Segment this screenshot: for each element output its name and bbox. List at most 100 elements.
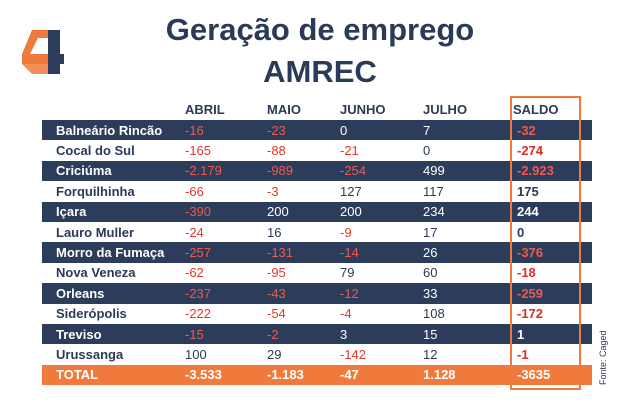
table-cell: -15	[185, 326, 204, 342]
saldo-highlight-box	[510, 96, 581, 390]
table-cell: 175	[517, 183, 539, 199]
table-row: Forquilhinha -66 -3 127 117 175	[42, 181, 592, 202]
table-cell: -3	[267, 183, 279, 199]
source-note: Fonte: Caged	[598, 330, 608, 385]
table-cell: 499	[423, 163, 445, 179]
table-row: Orleans -237 -43 -12 33 -259	[42, 283, 592, 304]
table-cell: -12	[340, 285, 359, 301]
table-cell: 79	[340, 265, 355, 281]
header-cell: JUNHO	[340, 101, 386, 117]
table-cell: -32	[517, 122, 536, 138]
page-title: Geração de emprego	[165, 12, 475, 47]
table-cell: -989	[267, 163, 294, 179]
table-cell: 7	[423, 122, 431, 138]
table-row: Siderópolis -222 -54 -4 108 -172	[42, 303, 592, 324]
table-cell: -2	[267, 326, 279, 342]
table-cell: -43	[267, 285, 286, 301]
table-cell: 60	[423, 265, 438, 281]
municipality-name: Siderópolis	[56, 306, 127, 322]
table-cell: -142	[340, 346, 367, 362]
table-cell: 200	[340, 204, 362, 220]
table-row: Criciúma -2.179 -989 -254 499 -2.923	[42, 160, 592, 182]
table-row: Lauro Muller -24 16 -9 17 0	[42, 221, 592, 243]
table-cell: -2.923	[517, 163, 554, 179]
municipality-name: Cocal do Sul	[56, 143, 135, 159]
header-cell: MAIO	[267, 101, 301, 117]
table-cell: -47	[340, 367, 359, 383]
table-cell: -16	[185, 122, 204, 138]
table-cell: 29	[267, 346, 282, 362]
table-row: Morro da Fumaça -257 -131 -14 26 -376	[42, 242, 592, 263]
table-cell: -62	[185, 265, 204, 281]
table-cell: 26	[423, 245, 438, 261]
table-cell: -9	[340, 224, 352, 240]
header-cell: SALDO	[513, 101, 559, 117]
municipality-name: Criciúma	[56, 163, 112, 179]
table-cell: -21	[340, 143, 359, 159]
table-cell: 12	[423, 346, 438, 362]
municipality-name: Urussanga	[56, 346, 124, 362]
table-row: Balneário Rincão -16 -23 0 7 -32	[42, 120, 592, 141]
table-cell: -24	[185, 224, 204, 240]
table-cell: 234	[423, 204, 445, 220]
table-cell: 17	[423, 224, 438, 240]
table-cell: -3635	[517, 367, 551, 383]
table-cell: -257	[185, 245, 212, 261]
table-cell: -222	[185, 306, 212, 322]
municipality-name: Forquilhinha	[56, 183, 135, 199]
table-cell: -131	[267, 245, 294, 261]
table-row: Nova Veneza -62 -95 79 60 -18	[42, 262, 592, 284]
total-label: TOTAL	[56, 367, 99, 383]
table-cell: 3	[340, 326, 348, 342]
table-cell: 0	[340, 122, 348, 138]
table-cell: -18	[517, 265, 536, 281]
table-cell: -259	[517, 285, 544, 301]
table-cell: 15	[423, 326, 438, 342]
table-cell: -165	[185, 143, 212, 159]
table-header: ABRIL MAIO JUNHO JULHO SALDO	[42, 98, 592, 120]
table-row: Treviso -15 -2 3 15 1	[42, 323, 592, 345]
table-cell: -1.183	[267, 367, 304, 383]
table-cell: -1	[517, 346, 529, 362]
table-cell: 33	[423, 285, 438, 301]
table-row: Içara -390 200 200 234 244	[42, 201, 592, 222]
page-subtitle: AMREC	[263, 54, 377, 89]
table-row: Cocal do Sul -165 -88 -21 0 -274	[42, 140, 592, 161]
municipality-name: Içara	[56, 204, 87, 220]
table-cell: 16	[267, 224, 282, 240]
header-cell: JULHO	[423, 101, 468, 117]
municipality-name: Balneário Rincão	[56, 122, 163, 138]
table-cell: 117	[423, 183, 444, 199]
table-cell: 0	[517, 224, 525, 240]
table-cell: 108	[423, 306, 445, 322]
municipality-name: Lauro Muller	[56, 224, 135, 240]
table-cell: 200	[267, 204, 289, 220]
table-cell: 1.128	[423, 367, 456, 383]
table-cell: -3.533	[185, 367, 222, 383]
municipality-name: Treviso	[56, 326, 102, 342]
table-cell: -66	[185, 183, 204, 199]
table-cell: -172	[517, 306, 544, 322]
table-cell: 244	[517, 204, 539, 220]
table-cell: -14	[340, 245, 359, 261]
table-cell: -95	[267, 265, 286, 281]
table-cell: -88	[267, 143, 286, 159]
table-cell: -390	[185, 204, 212, 220]
table-cell: 1	[517, 326, 525, 342]
municipality-name: Orleans	[56, 285, 105, 301]
table-body: Balneário Rincão -16 -23 0 7 -32 Cocal do Sul -…	[42, 120, 592, 365]
table-cell: 127	[340, 183, 362, 199]
municipality-name: Morro da Fumaça	[56, 245, 165, 261]
table-cell: 0	[423, 143, 431, 159]
table-cell: -254	[340, 163, 367, 179]
table-cell: -237	[185, 285, 212, 301]
table-total-row: TOTAL -3.533 -1.183 -47 1.128 -3635	[42, 364, 592, 386]
employment-table: ABRIL MAIO JUNHO JULHO SALDO Balneário R…	[42, 98, 592, 386]
table-cell: -54	[267, 306, 286, 322]
table-row: Urussanga 100 29 -142 12 -1	[42, 344, 592, 365]
table-cell: -2.179	[185, 163, 222, 179]
header-cell: ABRIL	[185, 101, 225, 117]
table-cell: -23	[267, 122, 286, 138]
brand-logo-icon	[22, 30, 64, 74]
municipality-name: Nova Veneza	[56, 265, 136, 281]
